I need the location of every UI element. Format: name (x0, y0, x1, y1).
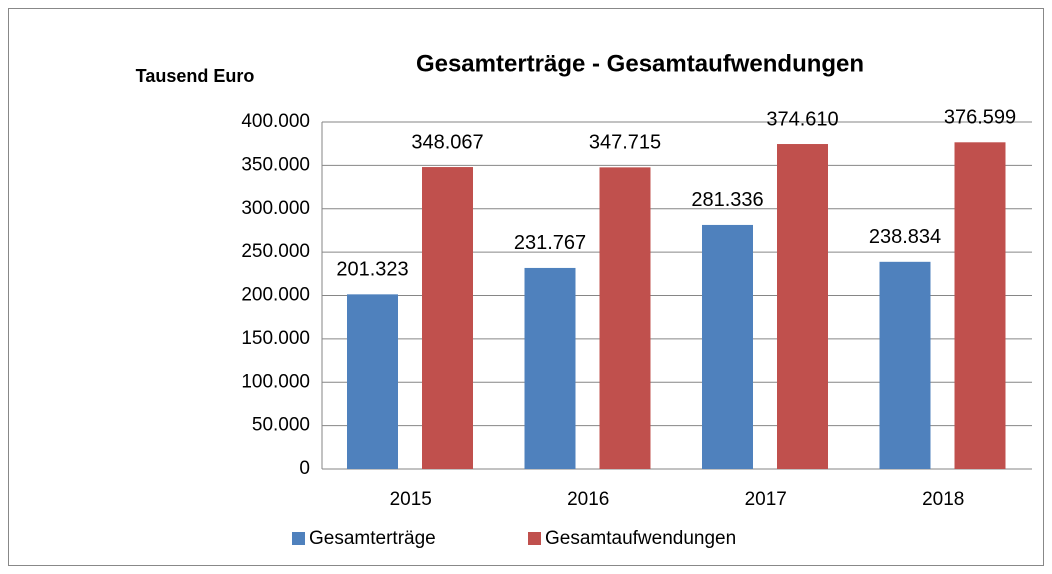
value-label: 376.599 (944, 107, 1016, 129)
legend-swatch (292, 532, 305, 545)
y-tick-label: 100.000 (241, 371, 310, 392)
bar (954, 142, 1006, 470)
bar (524, 267, 576, 469)
value-label: 347.715 (589, 132, 661, 154)
x-tick-label: 2017 (745, 489, 787, 510)
bar (879, 261, 931, 469)
bar (347, 294, 398, 469)
value-label: 231.767 (514, 232, 586, 254)
bar (422, 167, 473, 469)
y-tick-label: 150.000 (241, 328, 310, 349)
y-tick-label: 200.000 (241, 285, 310, 306)
y-tick-label: 400.000 (241, 111, 310, 132)
y-axis-label: Tausend Euro (136, 66, 255, 86)
bar (777, 144, 828, 469)
x-tick-label: 2015 (390, 489, 432, 510)
x-tick-label: 2018 (922, 489, 964, 510)
value-label: 281.336 (691, 189, 763, 211)
x-tick-label: 2016 (567, 489, 609, 510)
legend-swatch (528, 532, 541, 545)
value-label: 348.067 (411, 131, 483, 153)
value-label: 374.610 (766, 108, 838, 130)
value-label: 238.834 (869, 226, 941, 248)
legend-label: Gesamtaufwendungen (545, 528, 736, 549)
y-tick-label: 300.000 (241, 198, 310, 219)
y-tick-label: 50.000 (252, 415, 310, 436)
y-tick-label: 250.000 (241, 241, 310, 262)
y-tick-label: 0 (299, 458, 310, 479)
bar (599, 167, 651, 469)
bar (702, 224, 753, 469)
y-tick-label: 350.000 (241, 154, 310, 175)
value-label: 201.323 (336, 259, 408, 281)
chart-title: Gesamterträge - Gesamtaufwendungen (416, 50, 864, 77)
legend-label: Gesamterträge (309, 528, 436, 549)
